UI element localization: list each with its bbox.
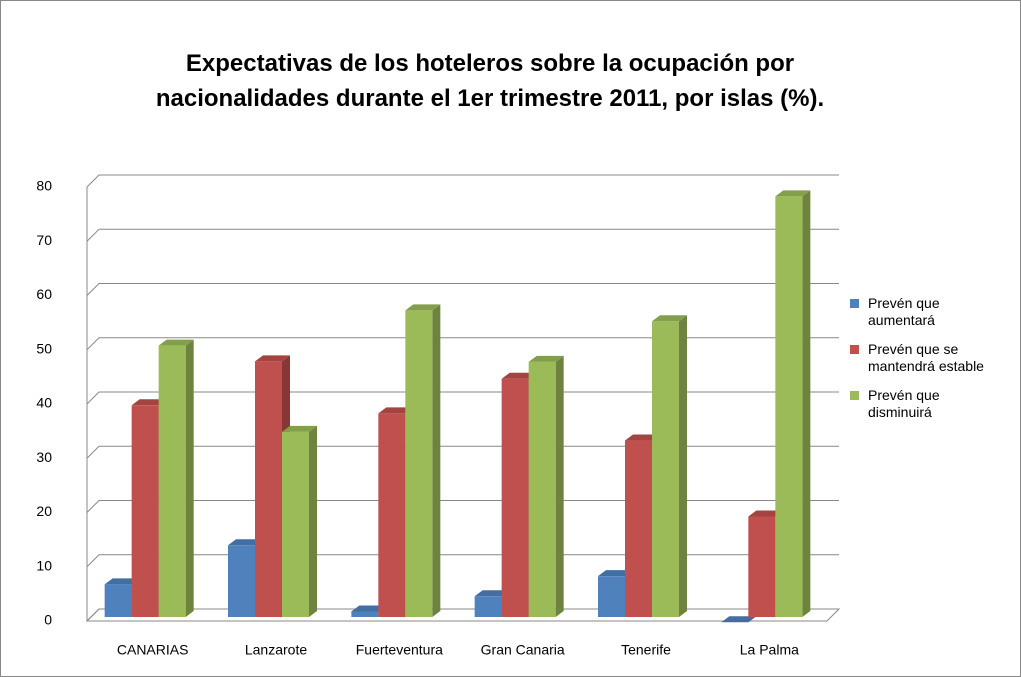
legend-item: Prevén que disminuirá [850,387,988,421]
bar-front [625,440,652,617]
bar-top [378,407,414,414]
bar-top [625,434,660,441]
bar-top [158,339,194,346]
grid-line [86,391,839,405]
grid-line [86,174,839,188]
bar [775,190,811,618]
legend-label: Prevén que aumentará [868,295,940,328]
bar-top [775,190,811,197]
bar-front [351,611,379,617]
grid-line [86,608,839,622]
bar-top [351,605,387,612]
bar [528,355,564,617]
bar-top [748,510,784,517]
bar-top [104,578,140,585]
bar-front [228,545,255,617]
grid-line [86,554,839,568]
bar-front [528,361,556,617]
legend-label: Prevén que se mantendrá estable [868,341,984,374]
legend: Prevén que aumentará Prevén que se manten… [850,295,1015,433]
bar-front [652,321,679,617]
x-tick-label: Tenerife [621,642,671,658]
grid-line [86,445,839,459]
y-tick-label: 0 [44,612,52,628]
bar-front [131,405,159,617]
grid-line [86,500,839,513]
y-tick-label: 70 [36,232,52,248]
bar [652,315,687,617]
legend-swatch [850,299,859,308]
x-tick-label: Lanzarote [245,642,307,658]
bar-top [474,590,510,597]
grid-line [86,228,839,242]
bar-front [474,596,502,617]
bar-front [158,345,186,617]
bar-front [378,413,406,617]
bar-front [104,584,132,617]
chart-title: Expectativas de los hoteleros sobre la o… [156,50,824,112]
y-tick-label: 10 [36,557,52,573]
y-tick-label: 40 [36,395,52,411]
y-tick-label: 80 [36,178,52,194]
bar-top [528,355,564,362]
bar-top [501,372,537,379]
x-tick-label: CANARIAS [117,642,189,658]
y-tick-label: 60 [36,286,52,302]
legend-swatch [850,345,859,354]
bar-top [652,315,687,322]
x-tick-label: Gran Canaria [481,642,565,658]
bar-side [679,315,687,617]
bar [405,304,441,617]
bar-top [282,425,317,432]
bar [282,425,317,617]
legend-swatch [850,391,859,400]
bar-top [228,539,263,546]
bar-top [405,304,441,311]
y-tick-label: 30 [36,449,52,465]
bar-top [721,616,757,623]
bar-side [185,339,194,617]
bar-front [255,361,282,617]
x-tick-label: La Palma [740,642,799,658]
grid-line [86,337,839,351]
bar-side [432,304,441,617]
bar-front [501,378,529,617]
bar-front [775,196,803,618]
legend-item: Prevén que aumentará [850,295,988,329]
bar-front [405,310,433,617]
bar-front [748,516,776,617]
bar-side [309,425,317,617]
legend-item: Prevén que se mantendrá estable [850,341,988,375]
bar-top [598,570,633,577]
bar-top [131,399,167,406]
bar-top [255,355,290,362]
grid-line [86,283,839,296]
bar-side [802,190,811,618]
bar-front [282,431,309,617]
x-tick-label: Fuerteventura [356,642,443,658]
bar-side [555,355,564,617]
y-tick-label: 20 [36,503,52,519]
bar-front [598,576,625,617]
legend-label: Prevén que disminuirá [868,387,940,420]
y-tick-label: 50 [36,340,52,356]
bar [158,339,194,617]
